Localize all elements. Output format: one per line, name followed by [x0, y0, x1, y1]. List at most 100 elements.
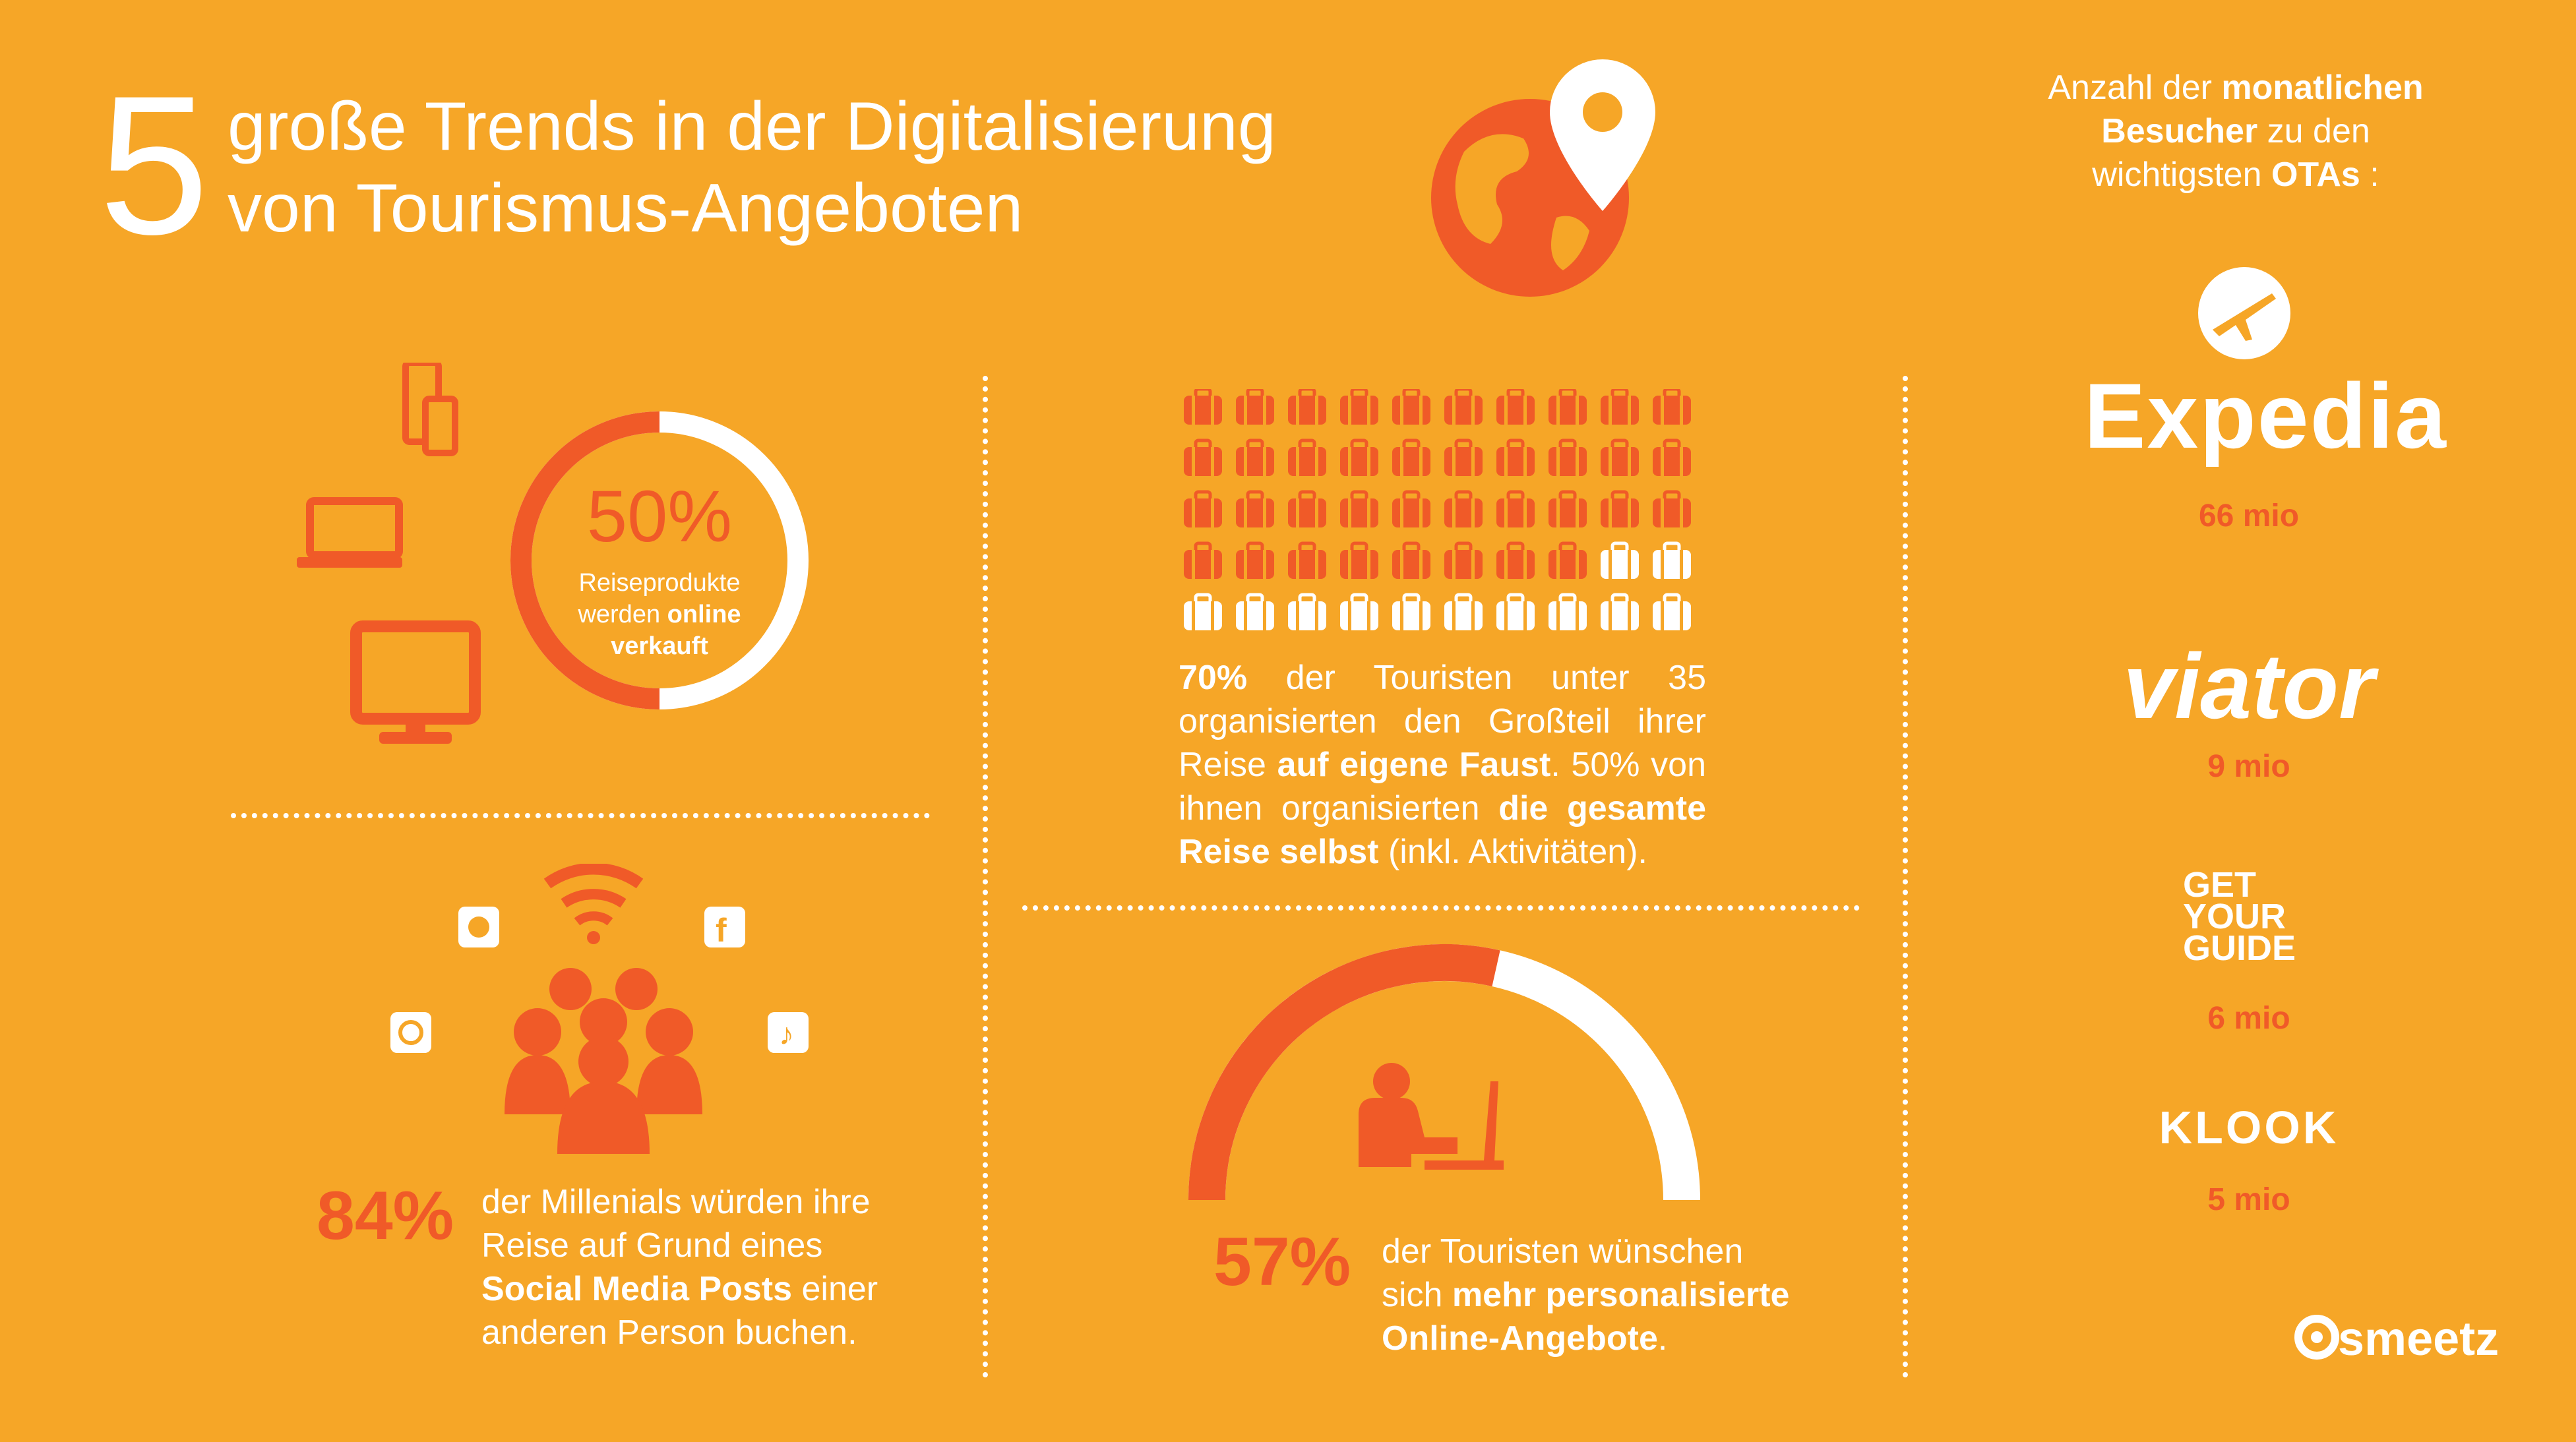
text-bold: auf eigene Faust [1277, 746, 1551, 784]
social-percent: 84% [317, 1178, 454, 1254]
suitcase-icon [1444, 541, 1483, 579]
suitcase-icon [1288, 438, 1326, 476]
text-bold: die gesamte Reise selbst [1179, 789, 1706, 871]
divider-vertical-left [983, 376, 988, 1378]
ota-heading-text: Anzahl der [2048, 69, 2222, 107]
suitcase-icon [1601, 387, 1639, 425]
suitcase-icon [1392, 593, 1430, 630]
suitcase-icon [1444, 490, 1483, 527]
social-text: der Millenials würden ihre Reise auf Gru… [481, 1180, 930, 1354]
suitcase-icon [1653, 541, 1691, 579]
suitcase-icon [1340, 387, 1378, 425]
text: . 50% von ihnen organisierten [1179, 746, 1706, 827]
suitcase-icon [1601, 490, 1639, 527]
getyourguide-logo: GET YOUR GUIDE [2183, 865, 2315, 966]
suitcase-icon [1236, 490, 1274, 527]
suitcase-icon [1236, 387, 1274, 425]
suitcase-icon [1236, 541, 1274, 579]
online-sales-percent: 50% [586, 476, 733, 557]
suitcase-icon [1236, 593, 1274, 630]
suitcase-icon [1392, 541, 1430, 579]
suitcase-icon [1184, 387, 1222, 425]
suitcase-icon [1496, 490, 1535, 527]
divider-vertical-right [1903, 376, 1908, 1378]
headline-number: 5 [99, 54, 209, 276]
suitcase-icon [1601, 438, 1639, 476]
suitcase-icon [1392, 438, 1430, 476]
getyourguide-visitors: 6 mio [2207, 1001, 2290, 1036]
ota-heading-text: wichtigsten [2092, 156, 2271, 194]
ota-heading: Anzahl der monatlichen Besucher zu den w… [2038, 66, 2434, 196]
caption-text: Reiseprodukte werden [578, 569, 741, 628]
personalized-text: der Touristen wünschen sich mehr persona… [1382, 1230, 1804, 1360]
klook-logo: KLOOK [2159, 1102, 2339, 1153]
ota-heading-bold: Besucher [2101, 112, 2258, 150]
suitcase-icon [1496, 387, 1535, 425]
suitcase-icon [1444, 387, 1483, 425]
suitcase-icon [1288, 387, 1326, 425]
suitcase-icon [1184, 593, 1222, 630]
svg-text:f: f [716, 912, 727, 949]
suitcase-icon [1549, 593, 1587, 630]
headline: große Trends in der Digitalisierung von … [228, 86, 1276, 249]
suitcase-grid [1184, 387, 1711, 640]
globe-pin-icon [1431, 59, 1655, 297]
suitcase-icon [1496, 438, 1535, 476]
headline-line-2: von Tourismus-Angeboten [228, 170, 1024, 247]
smeetz-brand: smeetz [2338, 1313, 2499, 1366]
logo-line: GET [2183, 865, 2257, 905]
text-bold: Social Media Posts [481, 1270, 793, 1308]
text: einer anderen Person buchen. [481, 1270, 878, 1352]
text: der Touristen unter 35 organisierten den… [1179, 659, 1706, 784]
suitcase-icon [1549, 541, 1587, 579]
divider-horizontal-middle [1022, 905, 1860, 911]
viator-logo: viator [2123, 634, 2375, 738]
suitcase-icon [1496, 593, 1535, 630]
text: (inkl. Aktivitäten). [1378, 833, 1647, 871]
suitcase-icon [1653, 490, 1691, 527]
devices-icon [297, 363, 481, 744]
suitcase-icon [1340, 438, 1378, 476]
online-sales-caption: Reiseprodukte werden online verkauft [554, 567, 765, 662]
suitcase-icon [1184, 490, 1222, 527]
text-bold: mehr personalisierte Online-Angebote [1382, 1276, 1790, 1358]
text: der Millenials würden ihre Reise auf Gru… [481, 1183, 871, 1265]
suitcase-icon [1288, 541, 1326, 579]
suitcase-icon [1549, 387, 1587, 425]
caption-bold: online verkauft [611, 601, 741, 660]
online-sales-donut [510, 411, 809, 709]
viator-visitors: 9 mio [2207, 749, 2290, 784]
ota-heading-text: : [2360, 156, 2379, 194]
klook-visitors: 5 mio [2207, 1182, 2290, 1217]
suitcase-icon [1601, 541, 1639, 579]
expedia-plane-icon [2198, 267, 2290, 359]
suitcase-icon [1392, 490, 1430, 527]
social-crowd-icon: f ♪ [390, 864, 809, 1154]
logo-line: YOUR [2183, 897, 2286, 936]
suitcase-icon [1288, 593, 1326, 630]
suitcase-icon [1392, 387, 1430, 425]
suitcase-icon [1340, 541, 1378, 579]
expedia-visitors: 66 mio [2198, 498, 2300, 533]
expedia-logo: Expedia [2084, 364, 2447, 467]
headline-line-1: große Trends in der Digitalisierung [228, 88, 1276, 165]
personalized-percent: 57% [1213, 1224, 1351, 1300]
ota-heading-text: zu den [2257, 112, 2370, 150]
suitcase-icon [1444, 438, 1483, 476]
suitcase-icon [1340, 490, 1378, 527]
suitcase-icon [1653, 438, 1691, 476]
text: . [1657, 1319, 1668, 1358]
suitcase-icon [1653, 387, 1691, 425]
suitcase-icon [1549, 490, 1587, 527]
suitcase-icon [1236, 438, 1274, 476]
text-bold: 70% [1179, 659, 1248, 697]
suitcase-icon [1444, 593, 1483, 630]
smeetz-logo-icon [2294, 1315, 2339, 1360]
ota-heading-bold: OTAs [2271, 156, 2360, 194]
suitcase-icon [1288, 490, 1326, 527]
self-organized-text: 70% der Touristen unter 35 organisierten… [1179, 656, 1706, 874]
suitcase-icon [1549, 438, 1587, 476]
suitcase-icon [1340, 593, 1378, 630]
suitcase-icon [1496, 541, 1535, 579]
